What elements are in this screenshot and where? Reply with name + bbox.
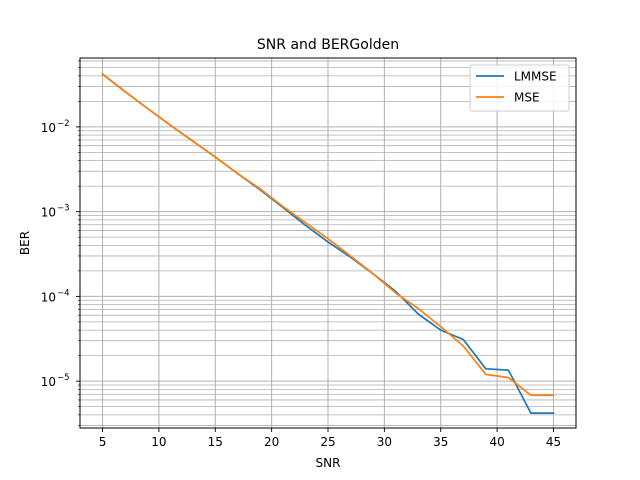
y-tick-label: 10 [41, 290, 56, 304]
y-tick-label: 10 [41, 375, 56, 389]
x-tick-label: 30 [377, 435, 392, 449]
series-lines [101, 72, 555, 414]
series-line-mse [101, 72, 555, 397]
y-axis-label: BER [18, 231, 32, 255]
x-tick-label: 45 [546, 435, 561, 449]
x-tick-label: 35 [433, 435, 448, 449]
x-tick-label: 20 [264, 435, 279, 449]
legend-label-mse: MSE [514, 91, 540, 105]
y-tick-label-exponent: −2 [57, 119, 70, 129]
x-tick-label: 10 [151, 435, 166, 449]
x-axis-label: SNR [316, 456, 341, 470]
x-tick-label: 40 [489, 435, 504, 449]
y-tick-label: 10 [41, 121, 56, 135]
y-tick-label-exponent: −4 [57, 288, 70, 298]
legend-label-lmmse: LMMSE [514, 70, 557, 84]
y-tick-label: 10 [41, 206, 56, 220]
x-tick-label: 15 [208, 435, 223, 449]
x-tick-label: 5 [99, 435, 107, 449]
legend: LMMSE MSE [469, 64, 570, 112]
y-tick-label-exponent: −5 [57, 373, 70, 383]
y-tick-label-exponent: −3 [57, 204, 70, 214]
x-tick-label: 25 [320, 435, 335, 449]
chart-title: SNR and BERGolden [257, 37, 399, 53]
